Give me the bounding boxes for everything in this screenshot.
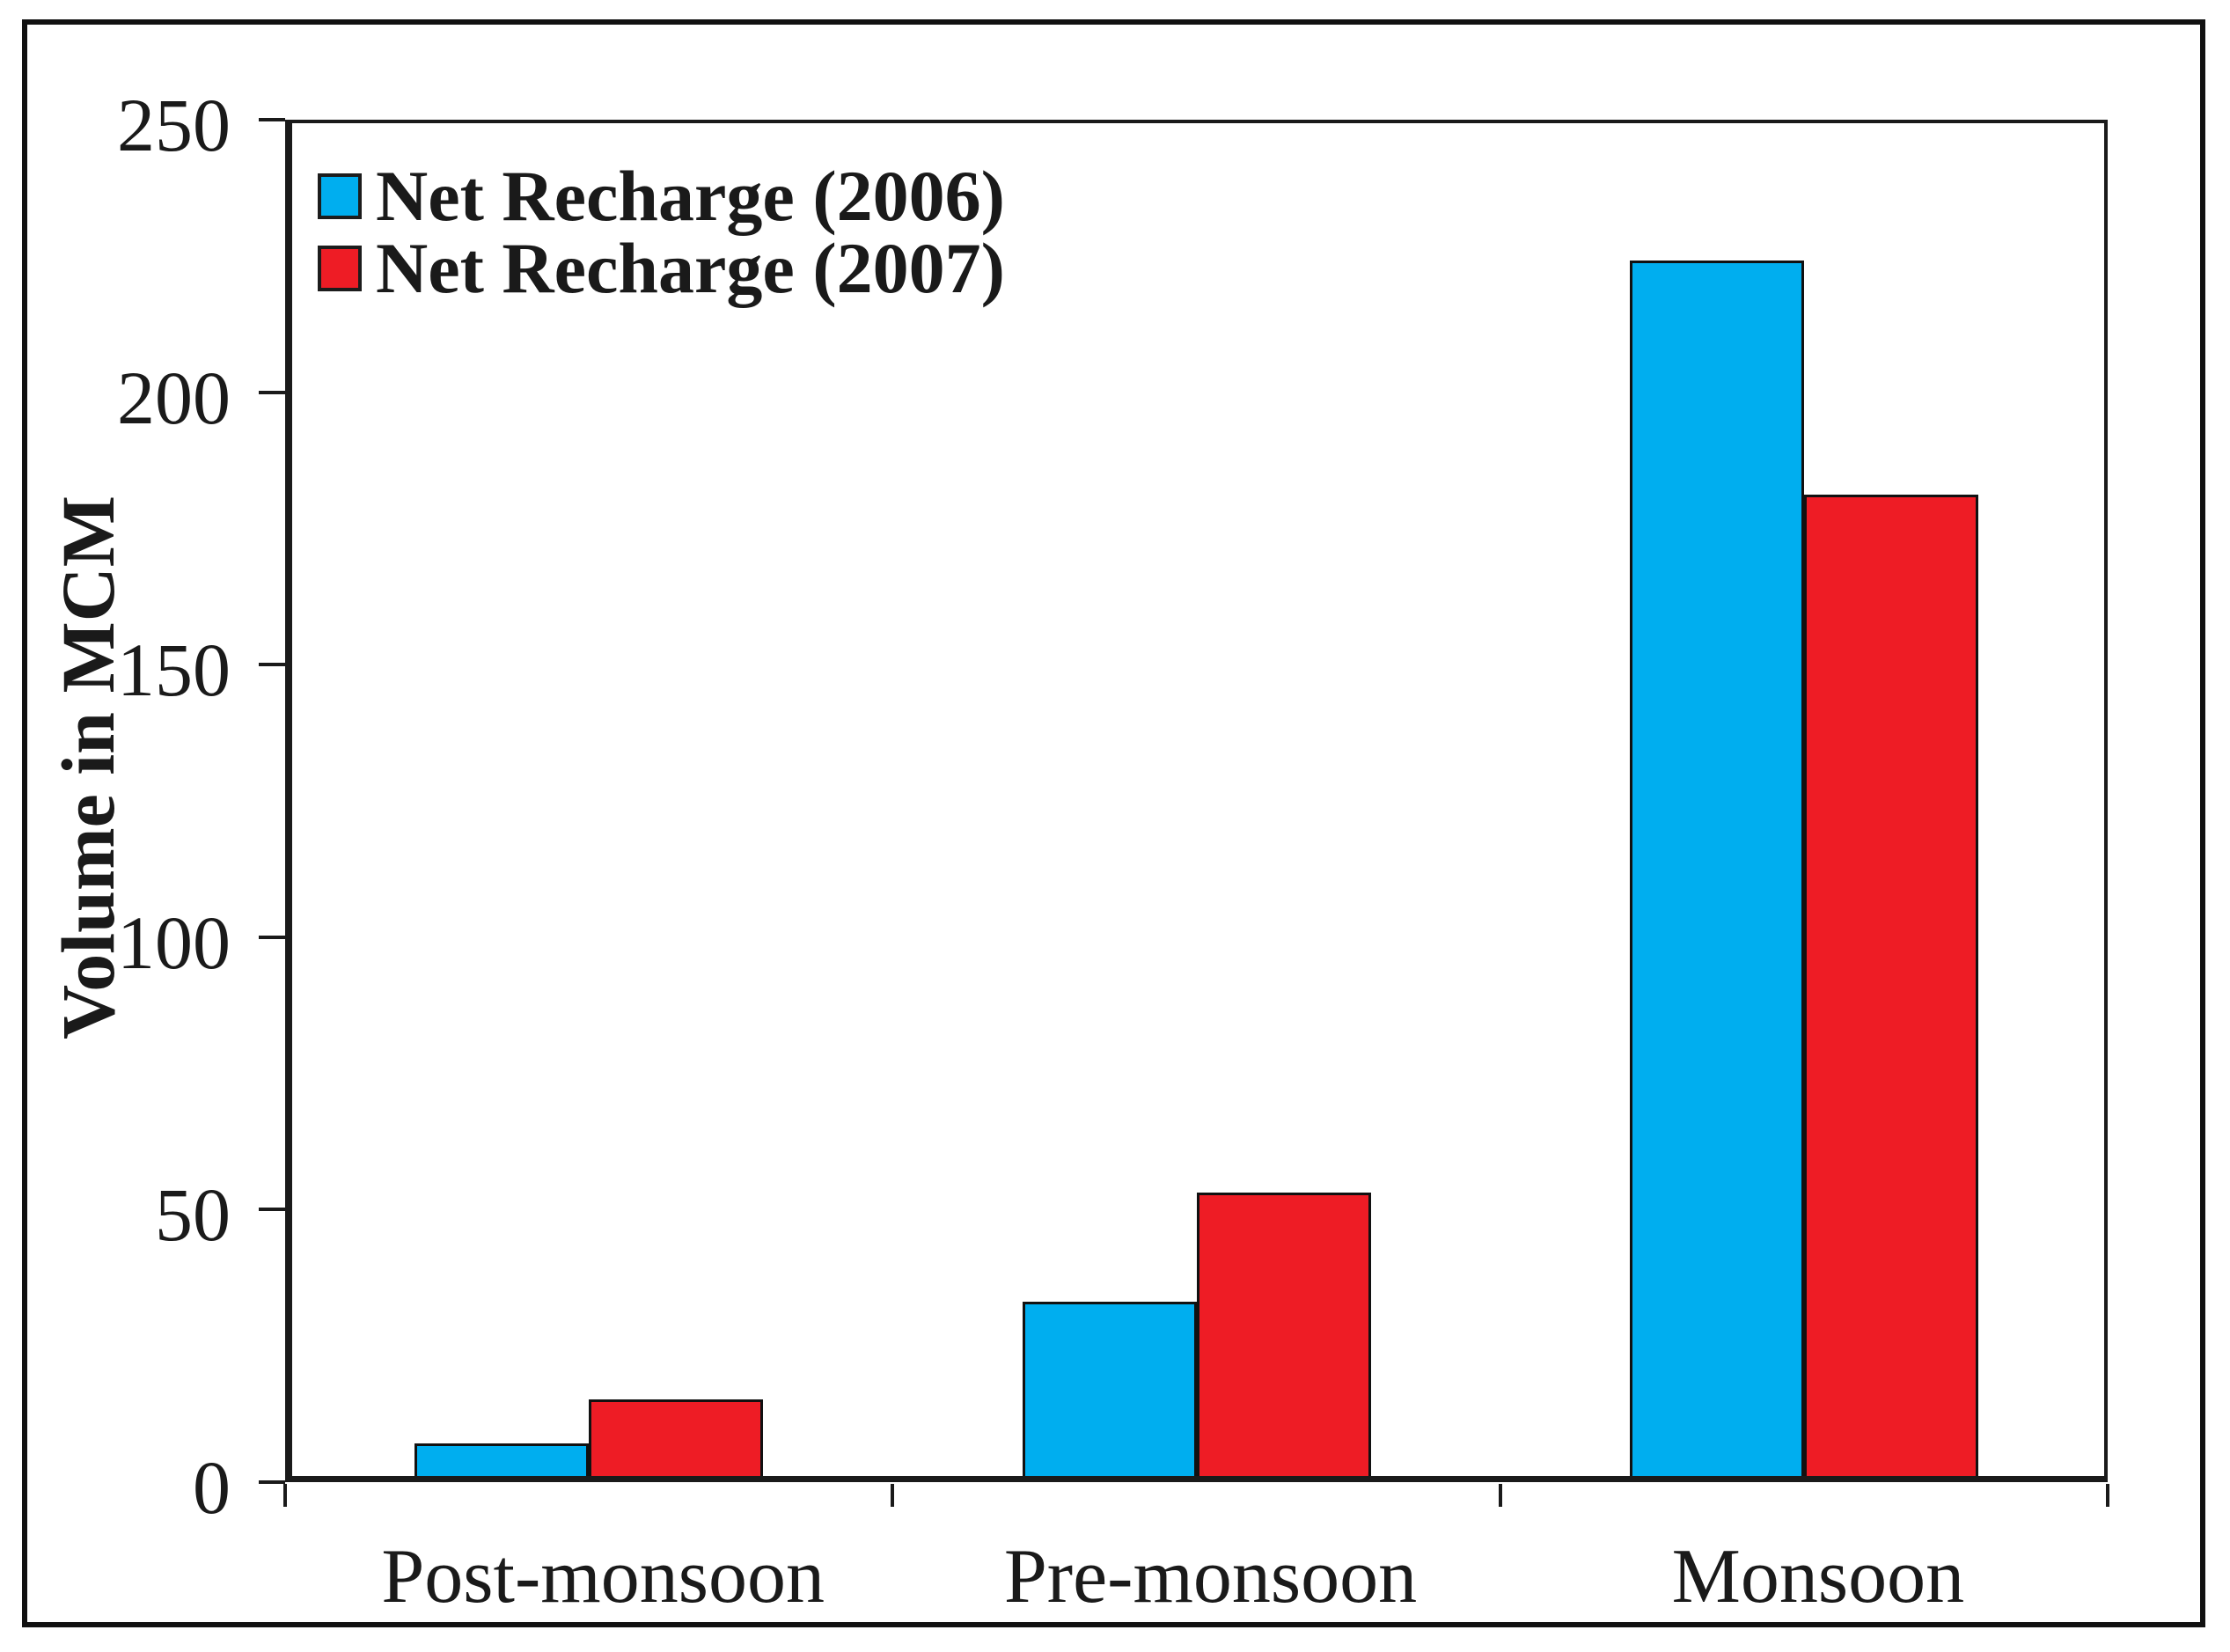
y-tick-label: 200 xyxy=(117,355,231,440)
legend-label: Net Recharge (2006) xyxy=(376,156,1005,236)
y-tick-label: 50 xyxy=(155,1172,231,1258)
y-tick-label: 0 xyxy=(193,1445,231,1530)
legend-item: Net Recharge (2006) xyxy=(318,160,1005,232)
x-tick xyxy=(2106,1484,2109,1507)
legend-label: Net Recharge (2007) xyxy=(376,228,1005,308)
bar-net-recharge-2006--post-monsoon xyxy=(414,1443,590,1476)
y-tick xyxy=(259,1208,285,1212)
x-category-label-monsoon: Monsoon xyxy=(1671,1534,1965,1619)
bar-net-recharge-2006--pre-monsoon xyxy=(1022,1302,1197,1476)
x-category-label-post-monsoon: Post-monsoon xyxy=(381,1534,825,1619)
y-tick-label: 150 xyxy=(117,628,231,713)
bar-net-recharge-2006--monsoon xyxy=(1629,261,1804,1476)
y-tick xyxy=(259,663,285,667)
legend: Net Recharge (2006) Net Recharge (2007) xyxy=(318,160,1005,305)
legend-item: Net Recharge (2007) xyxy=(318,232,1005,305)
y-tick xyxy=(259,118,285,121)
y-tick-label: 250 xyxy=(117,83,231,167)
bar-net-recharge-2007--monsoon xyxy=(1803,495,1978,1476)
plot-area xyxy=(285,120,2108,1482)
legend-swatch xyxy=(318,173,362,219)
x-category-label-pre-monsoon: Pre-monsoon xyxy=(1003,1534,1418,1619)
y-axis-title: Volume in MCM xyxy=(46,496,130,1039)
bar-net-recharge-2007--pre-monsoon xyxy=(1196,1193,1371,1476)
figure-border xyxy=(22,19,2205,1627)
legend-swatch xyxy=(318,246,362,291)
x-tick xyxy=(283,1484,287,1507)
y-tick-label: 100 xyxy=(117,899,231,985)
bar-net-recharge-2007--post-monsoon xyxy=(589,1399,764,1476)
x-tick xyxy=(1498,1484,1502,1507)
y-tick xyxy=(259,390,285,394)
x-tick xyxy=(891,1484,895,1507)
y-tick xyxy=(259,1480,285,1484)
y-tick xyxy=(259,935,285,939)
